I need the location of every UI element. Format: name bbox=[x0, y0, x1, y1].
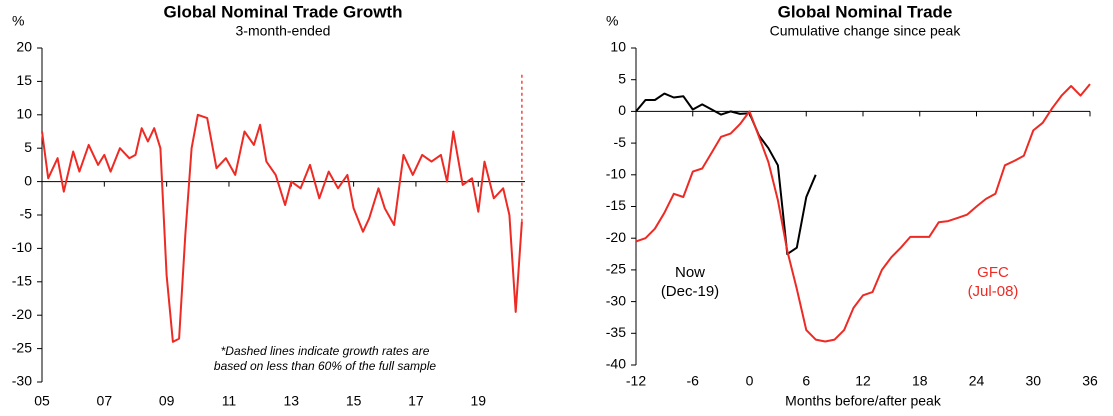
y-tick-label: -15 bbox=[12, 273, 32, 289]
series-line bbox=[41, 113, 523, 343]
x-tick-label: 0 bbox=[746, 373, 754, 389]
x-tick-label: 36 bbox=[1082, 373, 1098, 389]
y-tick-label: -25 bbox=[606, 261, 626, 277]
x-tick-label: -6 bbox=[687, 373, 700, 389]
y-tick-label: -10 bbox=[606, 166, 626, 182]
x-tick-label: 09 bbox=[159, 393, 175, 409]
x-tick-label: 05 bbox=[34, 393, 50, 409]
series-line bbox=[635, 92, 817, 256]
x-tick-label: 12 bbox=[855, 373, 871, 389]
x-tick-label: 15 bbox=[346, 393, 362, 409]
y-tick-label: -20 bbox=[606, 229, 626, 245]
chart-subtitle: Cumulative change since peak bbox=[770, 23, 962, 39]
annotation: *Dashed lines indicate growth rates are bbox=[221, 344, 430, 358]
chart-title: Global Nominal Trade Growth bbox=[164, 2, 403, 21]
y-tick-label: -30 bbox=[12, 373, 32, 389]
y-tick-label: 5 bbox=[24, 139, 32, 155]
annotation: based on less than 60% of the full sampl… bbox=[214, 359, 436, 373]
chart-subtitle: 3-month-ended bbox=[236, 23, 331, 39]
series-label: Now bbox=[675, 264, 705, 281]
series-label: (Dec-19) bbox=[661, 283, 719, 300]
y-tick-label: 0 bbox=[24, 172, 32, 188]
y-tick-label: -5 bbox=[614, 134, 627, 150]
x-tick-label: -12 bbox=[626, 373, 646, 389]
x-tick-label: 30 bbox=[1025, 373, 1041, 389]
y-tick-label: 20 bbox=[16, 39, 32, 55]
y-tick-label: -35 bbox=[606, 324, 626, 340]
y-unit: % bbox=[12, 13, 24, 29]
y-tick-label: -25 bbox=[12, 339, 32, 355]
y-tick-label: -20 bbox=[12, 306, 32, 322]
series-label: GFC bbox=[977, 264, 1009, 281]
x-tick-label: 13 bbox=[284, 393, 300, 409]
x-tick-label: 11 bbox=[222, 393, 237, 409]
chart-title: Global Nominal Trade bbox=[778, 2, 953, 21]
y-tick-label: -10 bbox=[12, 239, 32, 255]
y-tick-label: -5 bbox=[20, 206, 33, 222]
x-tick-label: 17 bbox=[408, 393, 424, 409]
y-tick-label: -15 bbox=[606, 197, 626, 213]
y-tick-label: -30 bbox=[606, 292, 626, 308]
y-unit: % bbox=[606, 13, 618, 29]
series-label: (Jul-08) bbox=[968, 283, 1019, 300]
y-tick-label: 15 bbox=[16, 72, 32, 88]
y-tick-label: -40 bbox=[606, 356, 626, 372]
y-tick-label: 10 bbox=[16, 106, 32, 122]
x-tick-label: 24 bbox=[969, 373, 985, 389]
x-tick-label: 6 bbox=[802, 373, 810, 389]
x-axis-label: Months before/after peak bbox=[785, 393, 942, 409]
y-tick-label: 0 bbox=[618, 102, 626, 118]
y-tick-label: 10 bbox=[610, 39, 626, 55]
y-tick-label: 5 bbox=[618, 70, 626, 86]
series-line bbox=[635, 83, 1091, 343]
x-tick-label: 07 bbox=[97, 393, 113, 409]
x-tick-label: 18 bbox=[912, 373, 928, 389]
x-tick-label: 19 bbox=[470, 393, 486, 409]
